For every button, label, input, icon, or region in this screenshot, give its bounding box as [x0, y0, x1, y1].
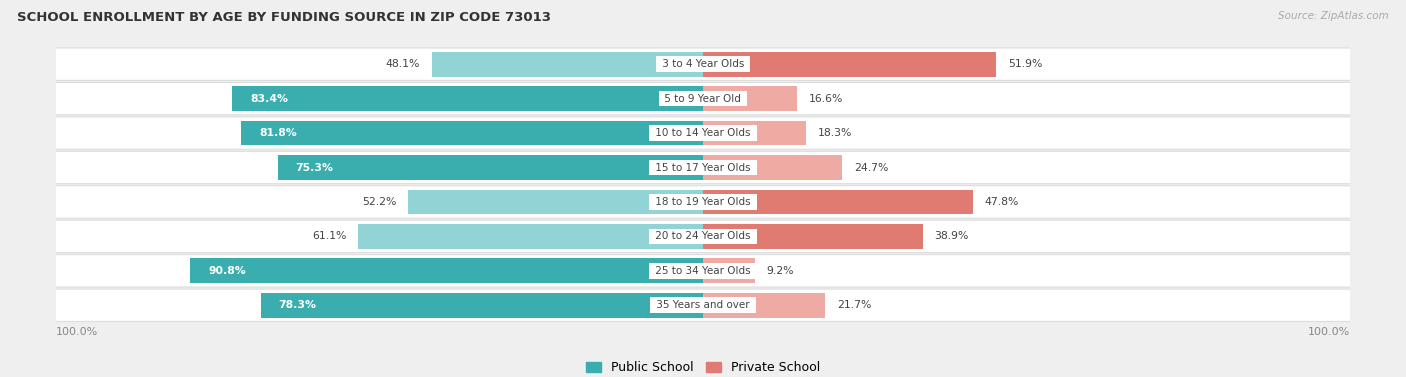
Bar — [703, 259, 755, 283]
Text: 24.7%: 24.7% — [855, 162, 889, 173]
FancyBboxPatch shape — [0, 289, 1406, 322]
Bar — [703, 190, 973, 215]
Bar — [432, 52, 703, 77]
Text: 78.3%: 78.3% — [278, 300, 316, 310]
Text: 38.9%: 38.9% — [935, 231, 969, 241]
Text: 51.9%: 51.9% — [1008, 59, 1042, 69]
Text: 20 to 24 Year Olds: 20 to 24 Year Olds — [652, 231, 754, 241]
Text: 81.8%: 81.8% — [259, 128, 297, 138]
Text: 52.2%: 52.2% — [363, 197, 396, 207]
FancyBboxPatch shape — [0, 254, 1406, 287]
Text: 25 to 34 Year Olds: 25 to 34 Year Olds — [652, 266, 754, 276]
Text: 9.2%: 9.2% — [766, 266, 794, 276]
Bar — [278, 155, 703, 180]
Text: 3 to 4 Year Olds: 3 to 4 Year Olds — [658, 59, 748, 69]
Text: 5 to 9 Year Old: 5 to 9 Year Old — [661, 93, 745, 104]
Legend: Public School, Private School: Public School, Private School — [581, 356, 825, 377]
Text: 61.1%: 61.1% — [312, 231, 346, 241]
Text: SCHOOL ENROLLMENT BY AGE BY FUNDING SOURCE IN ZIP CODE 73013: SCHOOL ENROLLMENT BY AGE BY FUNDING SOUR… — [17, 11, 551, 24]
Text: Source: ZipAtlas.com: Source: ZipAtlas.com — [1278, 11, 1389, 21]
Bar — [703, 155, 842, 180]
Text: 10 to 14 Year Olds: 10 to 14 Year Olds — [652, 128, 754, 138]
Text: 16.6%: 16.6% — [808, 93, 842, 104]
Bar — [359, 224, 703, 249]
Text: 90.8%: 90.8% — [208, 266, 246, 276]
Text: 15 to 17 Year Olds: 15 to 17 Year Olds — [652, 162, 754, 173]
FancyBboxPatch shape — [0, 48, 1406, 80]
Bar — [262, 293, 703, 318]
Text: 83.4%: 83.4% — [250, 93, 288, 104]
Text: 18 to 19 Year Olds: 18 to 19 Year Olds — [652, 197, 754, 207]
Bar — [703, 52, 995, 77]
Bar — [703, 224, 922, 249]
Bar — [703, 121, 806, 146]
FancyBboxPatch shape — [0, 151, 1406, 184]
Bar — [190, 259, 703, 283]
FancyBboxPatch shape — [0, 186, 1406, 218]
Text: 100.0%: 100.0% — [1308, 326, 1350, 337]
Text: 48.1%: 48.1% — [385, 59, 420, 69]
Bar — [408, 190, 703, 215]
FancyBboxPatch shape — [0, 83, 1406, 115]
Text: 75.3%: 75.3% — [295, 162, 333, 173]
FancyBboxPatch shape — [0, 117, 1406, 149]
Bar — [242, 121, 703, 146]
Text: 35 Years and over: 35 Years and over — [652, 300, 754, 310]
Text: 21.7%: 21.7% — [837, 300, 872, 310]
Bar — [703, 86, 797, 111]
Bar — [703, 293, 825, 318]
Bar — [232, 86, 703, 111]
FancyBboxPatch shape — [0, 220, 1406, 253]
Text: 47.8%: 47.8% — [984, 197, 1019, 207]
Text: 18.3%: 18.3% — [818, 128, 852, 138]
Text: 100.0%: 100.0% — [56, 326, 98, 337]
